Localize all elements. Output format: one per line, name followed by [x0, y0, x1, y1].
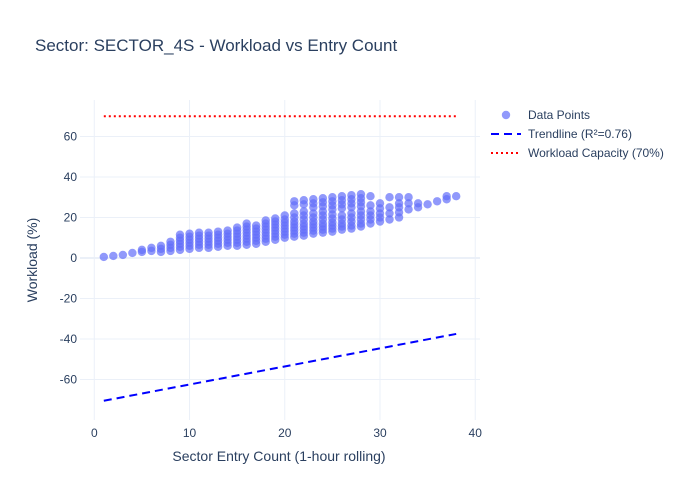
data-point: [451, 192, 461, 201]
data-point: [223, 226, 232, 235]
data-point: [318, 194, 328, 203]
data-point: [185, 229, 194, 238]
data-point: [147, 243, 156, 253]
data-point: [118, 250, 128, 260]
data-point: [337, 211, 347, 220]
data-point: [404, 199, 413, 208]
data-point: [413, 199, 423, 208]
chart-title: Sector: SECTOR_4S - Workload vs Entry Co…: [35, 36, 397, 55]
x-tick-label: 40: [469, 426, 483, 440]
data-point: [394, 199, 404, 208]
data-point: [404, 193, 413, 202]
data-point: [404, 205, 413, 214]
data-point: [337, 192, 347, 201]
legend-item[interactable]: Data Points: [501, 108, 590, 122]
data-point: [99, 252, 109, 262]
data-point: [128, 248, 137, 258]
data-point: [299, 207, 309, 216]
legend[interactable]: Data Points Trendline (R²=0.76) Workload C…: [491, 108, 664, 160]
y-axis-title: Workload (%): [24, 218, 40, 303]
y-tick-label: -60: [60, 372, 78, 386]
data-point: [309, 195, 318, 204]
data-point: [375, 199, 385, 208]
x-tick-label: 0: [91, 426, 98, 440]
data-point: [280, 211, 289, 220]
data-point: [299, 196, 309, 205]
y-tick-label: 40: [64, 170, 78, 184]
legend-label: Trendline (R²=0.76): [528, 127, 632, 141]
data-point: [213, 227, 223, 236]
x-axis-title: Sector Entry Count (1-hour rolling): [172, 448, 385, 464]
data-point: [175, 230, 185, 239]
x-tick-label: 10: [183, 426, 197, 440]
data-point: [290, 209, 299, 218]
plot-area: [80, 100, 480, 420]
data-point: [309, 209, 318, 218]
data-point: [232, 223, 242, 232]
y-tick-label: 60: [64, 129, 78, 143]
legend-label: Workload Capacity (70%): [528, 146, 664, 160]
data-point: [290, 197, 299, 206]
data-point: [261, 216, 270, 225]
data-point: [442, 192, 451, 201]
data-point: [385, 203, 394, 212]
data-points-series: [99, 189, 461, 262]
y-tick-label: 0: [70, 251, 77, 265]
legend-marker: [501, 110, 511, 120]
x-axis: 0 10 20 30 40: [91, 426, 482, 440]
y-axis: -60 -40 -20 0 20 40 60: [60, 129, 78, 386]
legend-item[interactable]: Workload Capacity (70%): [491, 146, 664, 160]
data-point: [385, 215, 394, 224]
data-point: [366, 207, 375, 216]
legend-item[interactable]: Trendline (R²=0.76): [491, 127, 632, 141]
y-tick-label: -40: [60, 332, 78, 346]
legend-label: Data Points: [528, 108, 590, 122]
data-point: [423, 200, 432, 209]
data-point: [328, 193, 337, 202]
data-point: [366, 192, 375, 201]
series-layer: [99, 115, 461, 402]
trendline: [103, 332, 457, 402]
data-point: [156, 241, 166, 251]
data-point: [366, 201, 375, 210]
data-point: [242, 219, 251, 228]
data-point: [251, 221, 261, 230]
data-point: [109, 251, 118, 261]
data-point: [137, 245, 147, 255]
data-point: [394, 193, 404, 202]
y-tick-label: -20: [60, 291, 78, 305]
y-tick-label: 20: [64, 210, 78, 224]
data-point: [204, 228, 213, 237]
data-point: [347, 209, 356, 218]
grid-lines: [80, 100, 480, 420]
data-point: [385, 209, 394, 218]
data-point: [194, 228, 204, 237]
data-point: [347, 190, 356, 200]
data-point: [356, 189, 366, 199]
x-tick-label: 30: [373, 426, 387, 440]
x-tick-label: 20: [278, 426, 292, 440]
data-point: [385, 193, 394, 202]
data-point: [432, 197, 442, 206]
data-point: [166, 237, 175, 246]
data-point: [271, 214, 280, 223]
